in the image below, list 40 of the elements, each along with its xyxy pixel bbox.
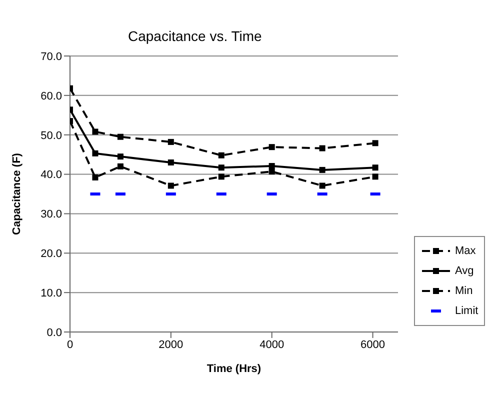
- point: [319, 182, 326, 189]
- y-tick-label: 30.0: [40, 208, 62, 221]
- y-tick-label: 20.0: [40, 248, 62, 260]
- point: [372, 164, 378, 171]
- x-tick-label: 0: [66, 338, 74, 351]
- point: [319, 145, 326, 152]
- legend-label: Avg: [455, 265, 474, 277]
- point: [117, 134, 124, 140]
- x-axis-title: Time (Hrs): [206, 363, 262, 375]
- chart-title: Capacitance vs. Time: [128, 28, 262, 44]
- point: [268, 163, 275, 170]
- point: [168, 159, 174, 166]
- point: [372, 174, 378, 180]
- legend-label: Max: [455, 245, 476, 257]
- point: [372, 140, 378, 146]
- y-tick-label: 70.0: [40, 50, 62, 63]
- point: [319, 166, 326, 173]
- point: [92, 150, 98, 156]
- point: [168, 182, 174, 189]
- point: [268, 144, 275, 150]
- y-axis-title: Capacitance (F): [10, 152, 23, 235]
- y-tick-label: 0.0: [46, 326, 62, 339]
- point: [117, 154, 124, 160]
- x-tick-label: 2000: [158, 338, 184, 351]
- point: [218, 174, 224, 180]
- point: [92, 128, 98, 135]
- legend-label: Limit: [455, 305, 478, 317]
- y-tick-label: 10.0: [40, 287, 62, 300]
- point: [268, 168, 275, 175]
- point: [218, 164, 224, 171]
- x-tick-label: 6000: [360, 338, 386, 351]
- y-tick-label: 60.0: [40, 90, 62, 102]
- y-tick-label: 50.0: [40, 130, 62, 142]
- point: [168, 138, 174, 145]
- legend-label: Min: [455, 285, 473, 297]
- x-tick-label: 4000: [260, 338, 284, 351]
- y-tick-label: 40.0: [40, 169, 62, 182]
- point: [218, 152, 224, 158]
- point: [92, 174, 98, 180]
- point: [117, 163, 124, 170]
